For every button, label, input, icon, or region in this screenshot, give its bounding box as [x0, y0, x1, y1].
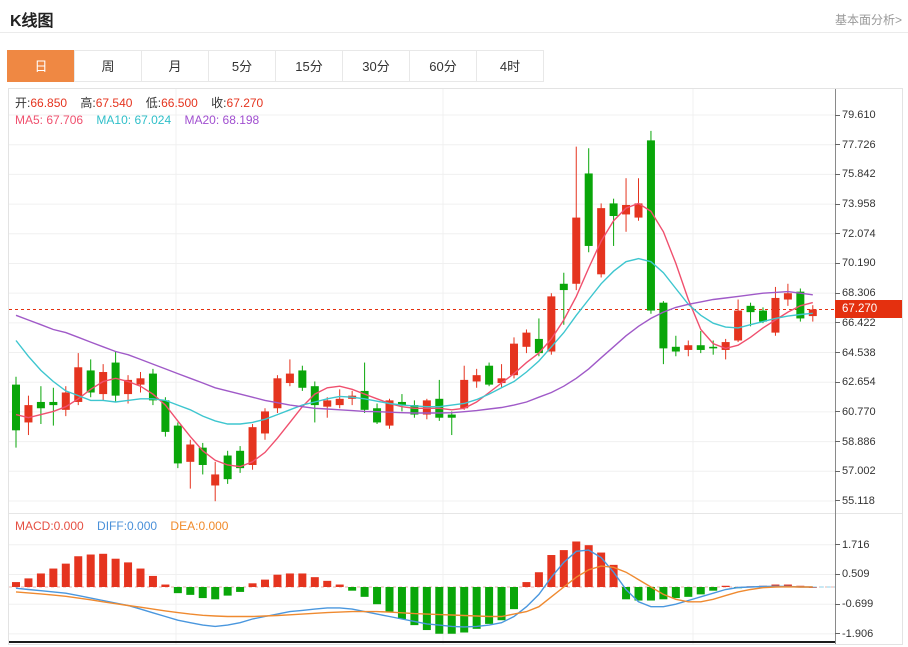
current-price-tag: 67.270: [835, 300, 902, 319]
tab-15分[interactable]: 15分: [275, 50, 343, 82]
axis-tick-label: 62.654: [842, 376, 876, 389]
axis-tick: [835, 203, 840, 205]
axis-tick: [835, 173, 840, 175]
axis-tick: [835, 381, 840, 383]
tab-30分[interactable]: 30分: [342, 50, 410, 82]
axis-tick: [835, 352, 840, 353]
axis-tick-label: 58.886: [842, 435, 876, 448]
ma20-legend: MA20: 68.198: [184, 113, 260, 127]
diff-value: DIFF:0.000: [97, 519, 158, 533]
macd-value: MACD:0.000: [15, 519, 84, 533]
axis-tick-label: 66.422: [842, 316, 876, 329]
low-label: 低:66.500: [145, 96, 198, 110]
axis-tick-label: -0.699: [842, 598, 874, 611]
high-value: 67.540: [95, 96, 133, 110]
ma5-legend: MA5: 67.706: [15, 113, 84, 127]
main-chart-canvas[interactable]: [9, 89, 835, 513]
tab-月[interactable]: 月: [141, 50, 209, 82]
fundamental-analysis-link[interactable]: 基本面分析>: [834, 13, 902, 27]
tab-bar: 日周月 5分 15分 30分 60分 4时: [7, 50, 544, 82]
tab-日[interactable]: 日: [7, 50, 75, 82]
low-value: 66.500: [161, 96, 198, 110]
open-label: 开:66.850: [15, 96, 68, 110]
axis-tick-label: 60.770: [842, 405, 876, 418]
ohlc-legend: 开:66.850 高:67.540 低:66.500 收:67.270: [15, 94, 273, 111]
axis-tick: [835, 322, 840, 324]
axis-tick-label: -1.906: [842, 627, 874, 640]
axis-tick: [835, 114, 840, 116]
axis-tick-label: 57.002: [842, 465, 876, 478]
axis-tick-label: 1.716: [842, 538, 870, 551]
axis-tick-label: 55.118: [842, 494, 875, 507]
macd-legend: MACD:0.000 DIFF:0.000 DEA:0.000: [15, 519, 238, 533]
axis-tick: [835, 633, 840, 635]
axis-tick: [835, 233, 840, 235]
page-title: K线图: [10, 13, 54, 30]
axis-tick: [835, 573, 840, 575]
axis-tick-label: 64.538: [842, 346, 876, 359]
axis-tick-label: 72.074: [842, 227, 876, 240]
axis-tick: [835, 262, 840, 264]
close-value: 67.270: [226, 96, 264, 110]
macd-baseline: [9, 641, 836, 643]
ma-legend: MA5: 67.706 MA10: 67.024 MA20: 68.198: [15, 113, 269, 127]
axis-tick: [835, 470, 840, 472]
high-label: 高:67.540: [80, 96, 133, 110]
axis-tick: [835, 544, 840, 546]
open-value: 66.850: [30, 96, 68, 110]
axis-tick-label: 0.509: [842, 568, 870, 581]
axis-tick: [835, 411, 840, 413]
axis-tick: [835, 292, 840, 294]
ma10-legend: MA10: 67.024: [96, 113, 172, 127]
section-divider: [9, 513, 902, 514]
axis-tick-label: 70.190: [842, 257, 876, 270]
axis-tick-label: 77.726: [842, 138, 876, 151]
chart-panel: 开:66.850 高:67.540 低:66.500 收:67.270 MA5:…: [8, 88, 903, 645]
axis-tick: [835, 144, 840, 146]
title-divider: [0, 32, 908, 33]
axis-tick-label: 75.842: [842, 168, 876, 181]
price-axis-line: [835, 89, 836, 644]
tab-4时[interactable]: 4时: [476, 50, 544, 82]
axis-tick: [835, 441, 840, 443]
axis-tick-label: 79.610: [842, 109, 876, 121]
axis-tick-label: 68.306: [842, 287, 876, 300]
axis-tick-label: 73.958: [842, 198, 876, 211]
close-label: 收:67.270: [211, 96, 264, 110]
macd-chart-canvas[interactable]: [9, 513, 835, 644]
tab-5分[interactable]: 5分: [208, 50, 276, 82]
axis-tick: [835, 500, 840, 502]
price-axis: 67.270 79.610 77.726 75.842 73.958 72.074 70.…: [835, 89, 902, 644]
tab-周[interactable]: 周: [74, 50, 142, 82]
dea-value: DEA:0.000: [170, 519, 229, 533]
tab-60分[interactable]: 60分: [409, 50, 477, 82]
axis-tick: [835, 603, 840, 605]
